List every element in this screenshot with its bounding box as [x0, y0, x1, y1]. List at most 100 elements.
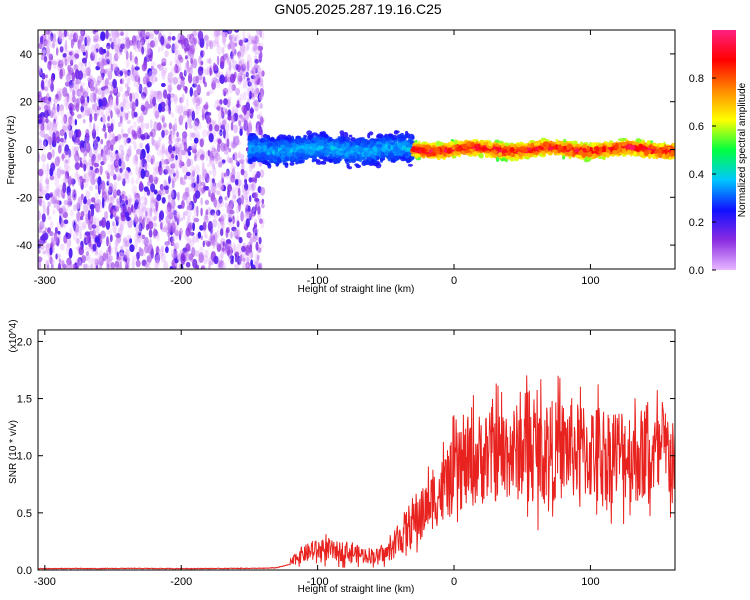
heatmap-cell — [154, 140, 158, 147]
heatmap-cell — [101, 152, 106, 162]
heatmap-cell — [361, 138, 366, 144]
heatmap-cell — [187, 116, 192, 126]
heatmap-cell — [243, 91, 247, 101]
heatmap-cell — [145, 122, 150, 130]
heatmap-cell — [190, 63, 194, 70]
heatmap-cell — [370, 154, 375, 158]
heatmap-cell — [172, 145, 176, 152]
heatmap-cell — [112, 221, 115, 227]
heatmap-cell — [59, 68, 63, 80]
heatmap-cell — [257, 247, 262, 253]
heatmap-cell — [234, 178, 239, 186]
heatmap-cell — [404, 151, 409, 157]
heatmap-cell — [100, 236, 104, 244]
heatmap-cell — [209, 66, 212, 77]
heatmap-cell — [155, 145, 158, 150]
heatmap-cell — [116, 189, 121, 196]
heatmap-cell — [85, 49, 88, 60]
heatmap-cell — [201, 108, 205, 114]
heatmap-cell — [124, 211, 130, 218]
heatmap-cell — [181, 105, 187, 113]
heatmap-cell — [363, 160, 370, 166]
heatmap-cell — [184, 55, 188, 60]
heatmap-cell — [76, 237, 80, 245]
heatmap-cell — [318, 140, 325, 146]
heatmap-cell — [59, 46, 64, 53]
heatmap-cell — [240, 168, 245, 176]
heatmap-cell — [210, 77, 216, 84]
heatmap-cell — [106, 263, 110, 269]
heatmap-cell — [323, 153, 328, 157]
heatmap-cell — [171, 198, 176, 210]
heatmap-cell — [54, 176, 59, 188]
heatmap-cell — [199, 153, 205, 161]
heatmap-cell — [140, 104, 146, 112]
heatmap-cell — [171, 162, 176, 168]
heatmap-cell — [113, 245, 118, 250]
heatmap-cell — [113, 63, 119, 72]
heatmap-cell — [39, 179, 43, 191]
heatmap-cell — [178, 150, 183, 159]
heatmap-cell — [254, 174, 258, 184]
heatmap-cell — [244, 78, 248, 89]
heatmap-cell — [75, 168, 79, 177]
heatmap-cell — [276, 151, 280, 157]
heatmap-cell — [356, 157, 360, 162]
heatmap-cell — [188, 253, 194, 261]
heatmap-cell — [204, 101, 209, 112]
heatmap-cell — [131, 101, 136, 112]
heatmap-cell — [174, 230, 180, 237]
heatmap-cell — [53, 136, 57, 146]
heatmap-cell — [253, 191, 259, 199]
heatmap-cell — [87, 197, 92, 204]
heatmap-cell — [141, 46, 145, 55]
heatmap-cell — [38, 104, 41, 110]
heatmap-cell — [179, 159, 183, 169]
heatmap-cell — [227, 96, 232, 101]
heatmap-cell — [209, 157, 215, 167]
heatmap-cell — [145, 170, 150, 177]
heatmap-cell — [52, 103, 57, 115]
heatmap-cell — [92, 138, 98, 146]
heatmap-cell — [52, 209, 56, 216]
heatmap-cell — [216, 104, 222, 112]
heatmap-cell — [140, 121, 146, 129]
heatmap-cell — [268, 159, 274, 164]
heatmap-cell — [146, 255, 153, 263]
heatmap-cell — [232, 242, 236, 252]
heatmap-cell — [111, 64, 116, 71]
heatmap-cell — [53, 188, 60, 197]
heatmap-cell — [253, 227, 259, 234]
heatmap-cell — [148, 94, 153, 102]
heatmap-cell — [39, 89, 42, 99]
heatmap-cell — [217, 138, 222, 144]
heatmap-cell — [230, 160, 234, 172]
heatmap-cell — [171, 218, 177, 229]
heatmap-cell — [194, 130, 200, 138]
heatmap-cell — [216, 45, 222, 56]
heatmap-cell — [55, 47, 59, 56]
heatmap-cell — [232, 194, 237, 199]
heatmap-cell — [316, 151, 323, 156]
heatmap-cell — [140, 195, 145, 201]
heatmap-cell — [146, 42, 152, 54]
heatmap-cell — [68, 51, 73, 56]
heatmap-cell — [140, 115, 144, 124]
heatmap-cell — [94, 192, 99, 200]
heatmap-cell — [47, 136, 51, 145]
heatmap-cell — [135, 179, 139, 185]
heatmap-cell — [250, 85, 254, 93]
heatmap-cell — [60, 107, 64, 118]
heatmap-cell — [46, 179, 50, 190]
heatmap-cell — [139, 180, 143, 191]
heatmap-cell — [329, 137, 333, 142]
heatmap-cell — [171, 153, 175, 159]
heatmap-cell — [255, 234, 259, 241]
heatmap-cell — [125, 59, 130, 69]
heatmap-cell — [92, 122, 96, 134]
heatmap-cell — [149, 98, 154, 105]
heatmap-cell — [135, 165, 139, 176]
heatmap-cell — [215, 99, 221, 105]
heatmap-cell — [118, 255, 123, 264]
heatmap-cell — [384, 143, 388, 150]
